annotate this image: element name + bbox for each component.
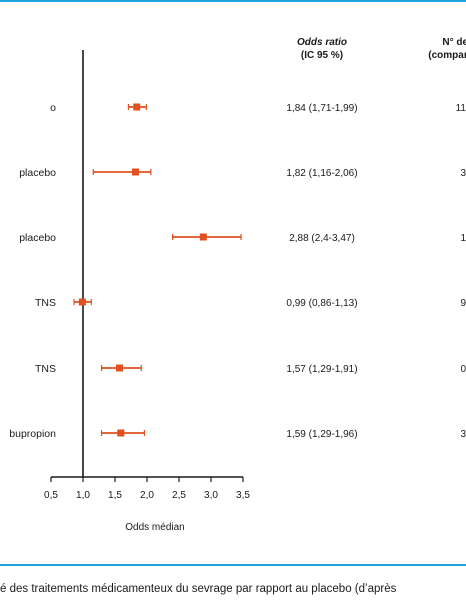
studies-count-value: 3: [460, 429, 466, 440]
point-estimate: [199, 233, 207, 241]
x-tick-label: 1,0: [76, 490, 90, 501]
x-tick-label: 2,5: [172, 490, 186, 501]
x-axis-label: Odds médian: [125, 522, 184, 533]
top-rule: [0, 0, 466, 2]
odds-ratio-value: 1,59 (1,29-1,96): [286, 429, 357, 440]
odds-ratio-header-line1: Odds ratio: [296, 37, 347, 48]
x-tick-label: 0,5: [44, 490, 58, 501]
x-tick-label: 3,5: [236, 490, 250, 501]
odds-ratio-header: Odds ratio (IC 95 %): [282, 36, 362, 62]
row-label: TNS: [35, 297, 56, 309]
point-estimate: [133, 103, 141, 111]
odds-ratio-value: 0,99 (0,86-1,13): [286, 298, 357, 309]
odds-ratio-value: 2,88 (2,4-3,47): [289, 233, 355, 244]
x-tick-label: 1,5: [108, 490, 122, 501]
row-label: bupropion: [9, 428, 56, 440]
row-label: placebo: [19, 167, 56, 179]
figure-caption: é des traitements médicamenteux du sevra…: [0, 583, 397, 595]
point-estimate: [115, 364, 123, 372]
x-tick-label: 2,0: [140, 490, 154, 501]
row-label: placebo: [19, 232, 56, 244]
studies-count-value: 1: [460, 233, 466, 244]
studies-count-value: 3: [460, 168, 466, 179]
studies-count-header: N° de l (comparaiso: [398, 36, 466, 62]
odds-ratio-value: 1,82 (1,16-2,06): [286, 168, 357, 179]
odds-ratio-value: 1,84 (1,71-1,99): [286, 103, 357, 114]
studies-count-header-line2: (comparaiso: [428, 50, 466, 61]
studies-count-value: 0: [460, 364, 466, 375]
row-label: TNS: [35, 363, 56, 375]
x-tick-label: 3,0: [204, 490, 218, 501]
studies-count-value: 9: [460, 298, 466, 309]
studies-count-header-line1: N° de l: [442, 37, 466, 48]
forest-plot: 0,5 1,0 1,5 2,0 2,5 3,0 3,5 Odds médian o 1,84 (1…: [9, 50, 466, 533]
studies-count-value: 11: [456, 103, 466, 114]
point-estimate: [78, 298, 86, 306]
odds-ratio-value: 1,57 (1,29-1,91): [286, 364, 357, 375]
row-label: o: [50, 102, 56, 114]
bottom-rule: [0, 564, 466, 566]
point-estimate: [131, 168, 139, 176]
odds-ratio-header-line2: (IC 95 %): [300, 50, 344, 61]
point-estimate: [117, 429, 125, 437]
